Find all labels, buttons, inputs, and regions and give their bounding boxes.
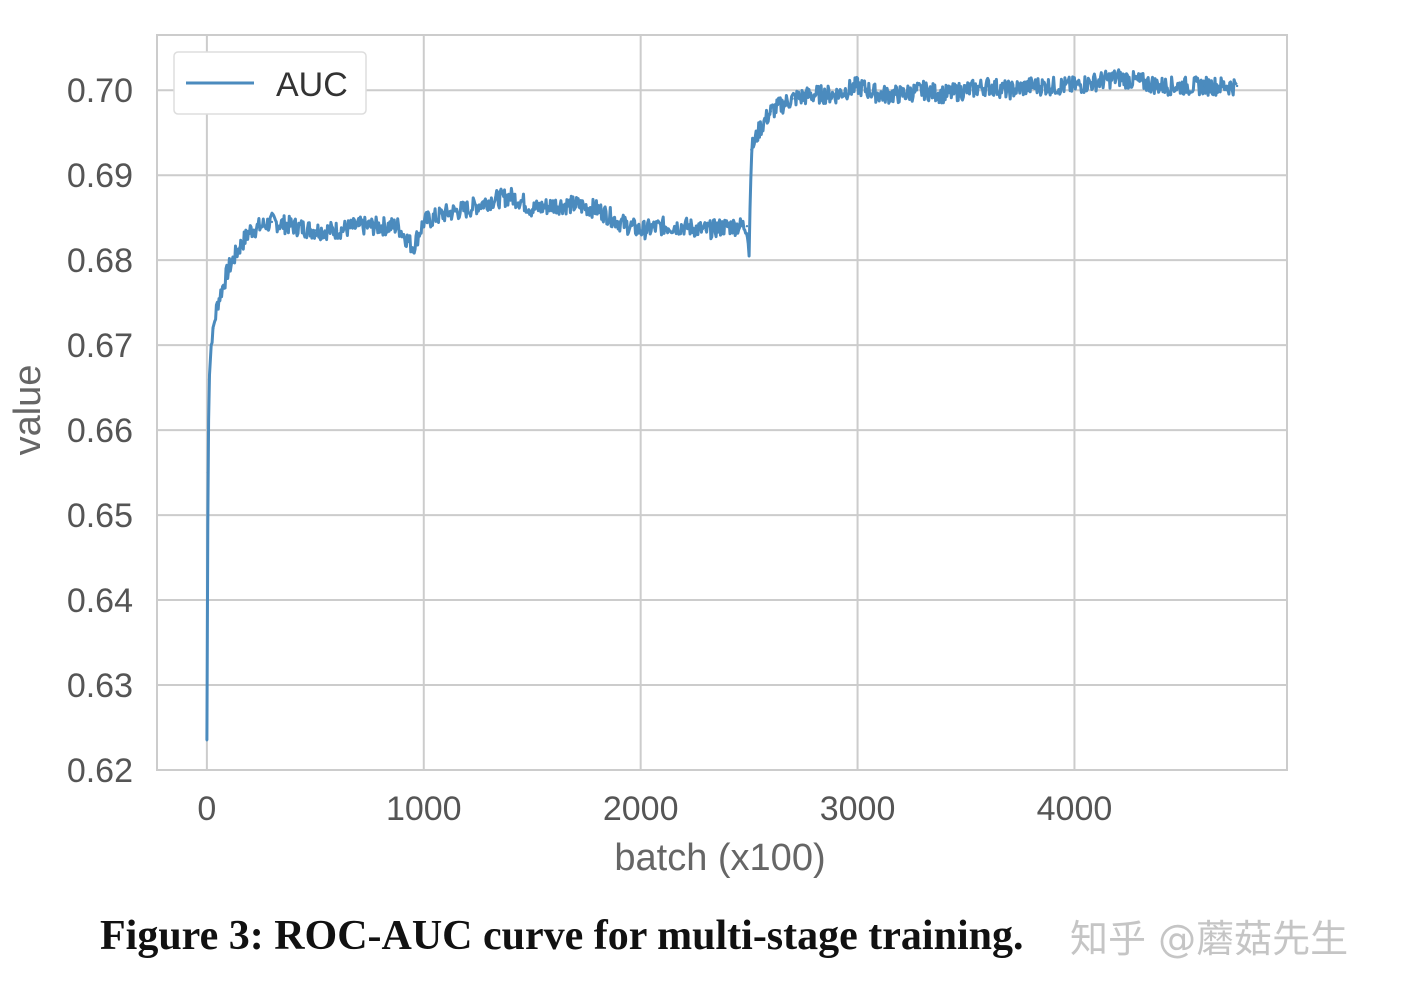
x-tick-labels: 0 1000 2000 3000 4000: [197, 790, 1112, 828]
series-line-auc: [205, 68, 1238, 741]
series-point-auc: [639, 229, 642, 232]
series-point-auc: [769, 110, 773, 113]
series-point-auc: [791, 97, 794, 100]
series-point-auc: [617, 220, 621, 224]
series-point-auc: [216, 301, 219, 304]
series-point-auc: [206, 471, 210, 474]
series-point-auc: [856, 84, 859, 88]
series-point-auc: [357, 224, 360, 228]
legend-label-auc: AUC: [276, 66, 348, 104]
series-point-auc: [335, 229, 339, 232]
series-point-auc: [396, 224, 399, 228]
x-tick-label: 4000: [1037, 790, 1113, 828]
series-point-auc: [574, 203, 577, 207]
x-tick-label: 0: [197, 790, 216, 828]
y-tick-label: 0.62: [67, 752, 133, 790]
series-point-auc: [1073, 84, 1076, 88]
series-point-auc: [745, 224, 749, 228]
series-point-auc: [422, 220, 425, 224]
series-point-auc: [1116, 76, 1120, 79]
x-tick-label: 1000: [386, 790, 462, 828]
series-point-auc: [1029, 84, 1033, 88]
series-point-auc: [411, 246, 415, 249]
series-point-auc: [899, 93, 903, 96]
y-tick-label: 0.69: [67, 157, 133, 195]
series-point-auc: [520, 199, 523, 202]
series-point-auc: [221, 284, 225, 287]
series-point-auc: [444, 212, 447, 215]
series-point-auc: [238, 246, 241, 249]
series-point-auc: [812, 93, 816, 96]
series-point-auc: [596, 207, 599, 211]
series-point-auc: [726, 224, 729, 228]
series-point-auc: [314, 229, 317, 232]
series-point-auc: [750, 148, 753, 151]
y-tick-label: 0.70: [67, 72, 133, 110]
y-tick-label: 0.66: [67, 412, 133, 450]
series-point-auc: [379, 224, 382, 228]
series-point-auc: [747, 250, 751, 253]
series-point-auc: [1203, 84, 1206, 88]
series-point-auc: [205, 739, 209, 742]
series-point-auc: [212, 326, 215, 330]
series-point-auc: [964, 89, 968, 92]
legend: AUC: [173, 51, 367, 115]
y-tick-labels: 0.62 0.63 0.64 0.65 0.66 0.67 0.68 0.69 0.70: [67, 72, 133, 790]
series-point-auc: [943, 93, 946, 96]
series-point-auc: [1160, 84, 1163, 88]
series-point-auc: [487, 199, 491, 202]
watermark: 知乎 @蘑菇先生: [1070, 917, 1349, 961]
series-layer: [205, 68, 1239, 742]
series-point-auc: [682, 224, 686, 228]
series-point-auc: [921, 89, 924, 92]
x-tick-label: 3000: [820, 790, 896, 828]
series-point-auc: [834, 93, 838, 96]
series-point-auc: [292, 224, 295, 228]
series-point-auc: [210, 343, 213, 347]
series-point-auc: [704, 229, 707, 232]
series-point-auc: [1181, 84, 1185, 88]
series-point-auc: [758, 127, 762, 130]
series-point-auc: [552, 203, 556, 207]
roc-auc-chart: 0 1000 2000 3000 4000 0.620.630.640.650.660.…: [7, 34, 1288, 879]
series-point-auc: [878, 93, 881, 96]
figure-caption: Figure 3: ROC-AUC curve for multi-stage …: [100, 913, 1024, 959]
y-tick-label: 0.64: [67, 582, 133, 620]
series-point-auc: [986, 84, 989, 88]
plot-area: [156, 34, 1288, 771]
series-point-auc: [1225, 84, 1228, 88]
y-tick-label: 0.68: [67, 242, 133, 280]
y-tick-label: 0.67: [67, 327, 133, 365]
series-point-auc: [1138, 80, 1141, 83]
y-axis-title: value: [7, 365, 49, 456]
y-tick-label: 0.63: [67, 667, 133, 705]
horizontal-gridlines: [157, 89, 1287, 771]
x-axis-title: batch (x100): [614, 837, 825, 879]
series-point-auc: [227, 267, 230, 270]
series-point-auc: [1008, 89, 1011, 92]
series-point-auc: [1235, 84, 1239, 88]
series-point-auc: [270, 220, 274, 224]
series-point-auc: [661, 224, 664, 228]
series-point-auc: [1051, 84, 1054, 88]
series-point-auc: [249, 229, 252, 232]
series-point-auc: [465, 207, 469, 211]
series-point-auc: [207, 377, 211, 381]
series-point-auc: [531, 207, 534, 211]
x-tick-label: 2000: [603, 790, 679, 828]
series-point-auc: [1094, 80, 1098, 83]
legend-box: [173, 51, 367, 115]
y-tick-label: 0.65: [67, 497, 133, 535]
series-point-auc: [509, 195, 512, 198]
series-point-auc: [259, 224, 263, 228]
